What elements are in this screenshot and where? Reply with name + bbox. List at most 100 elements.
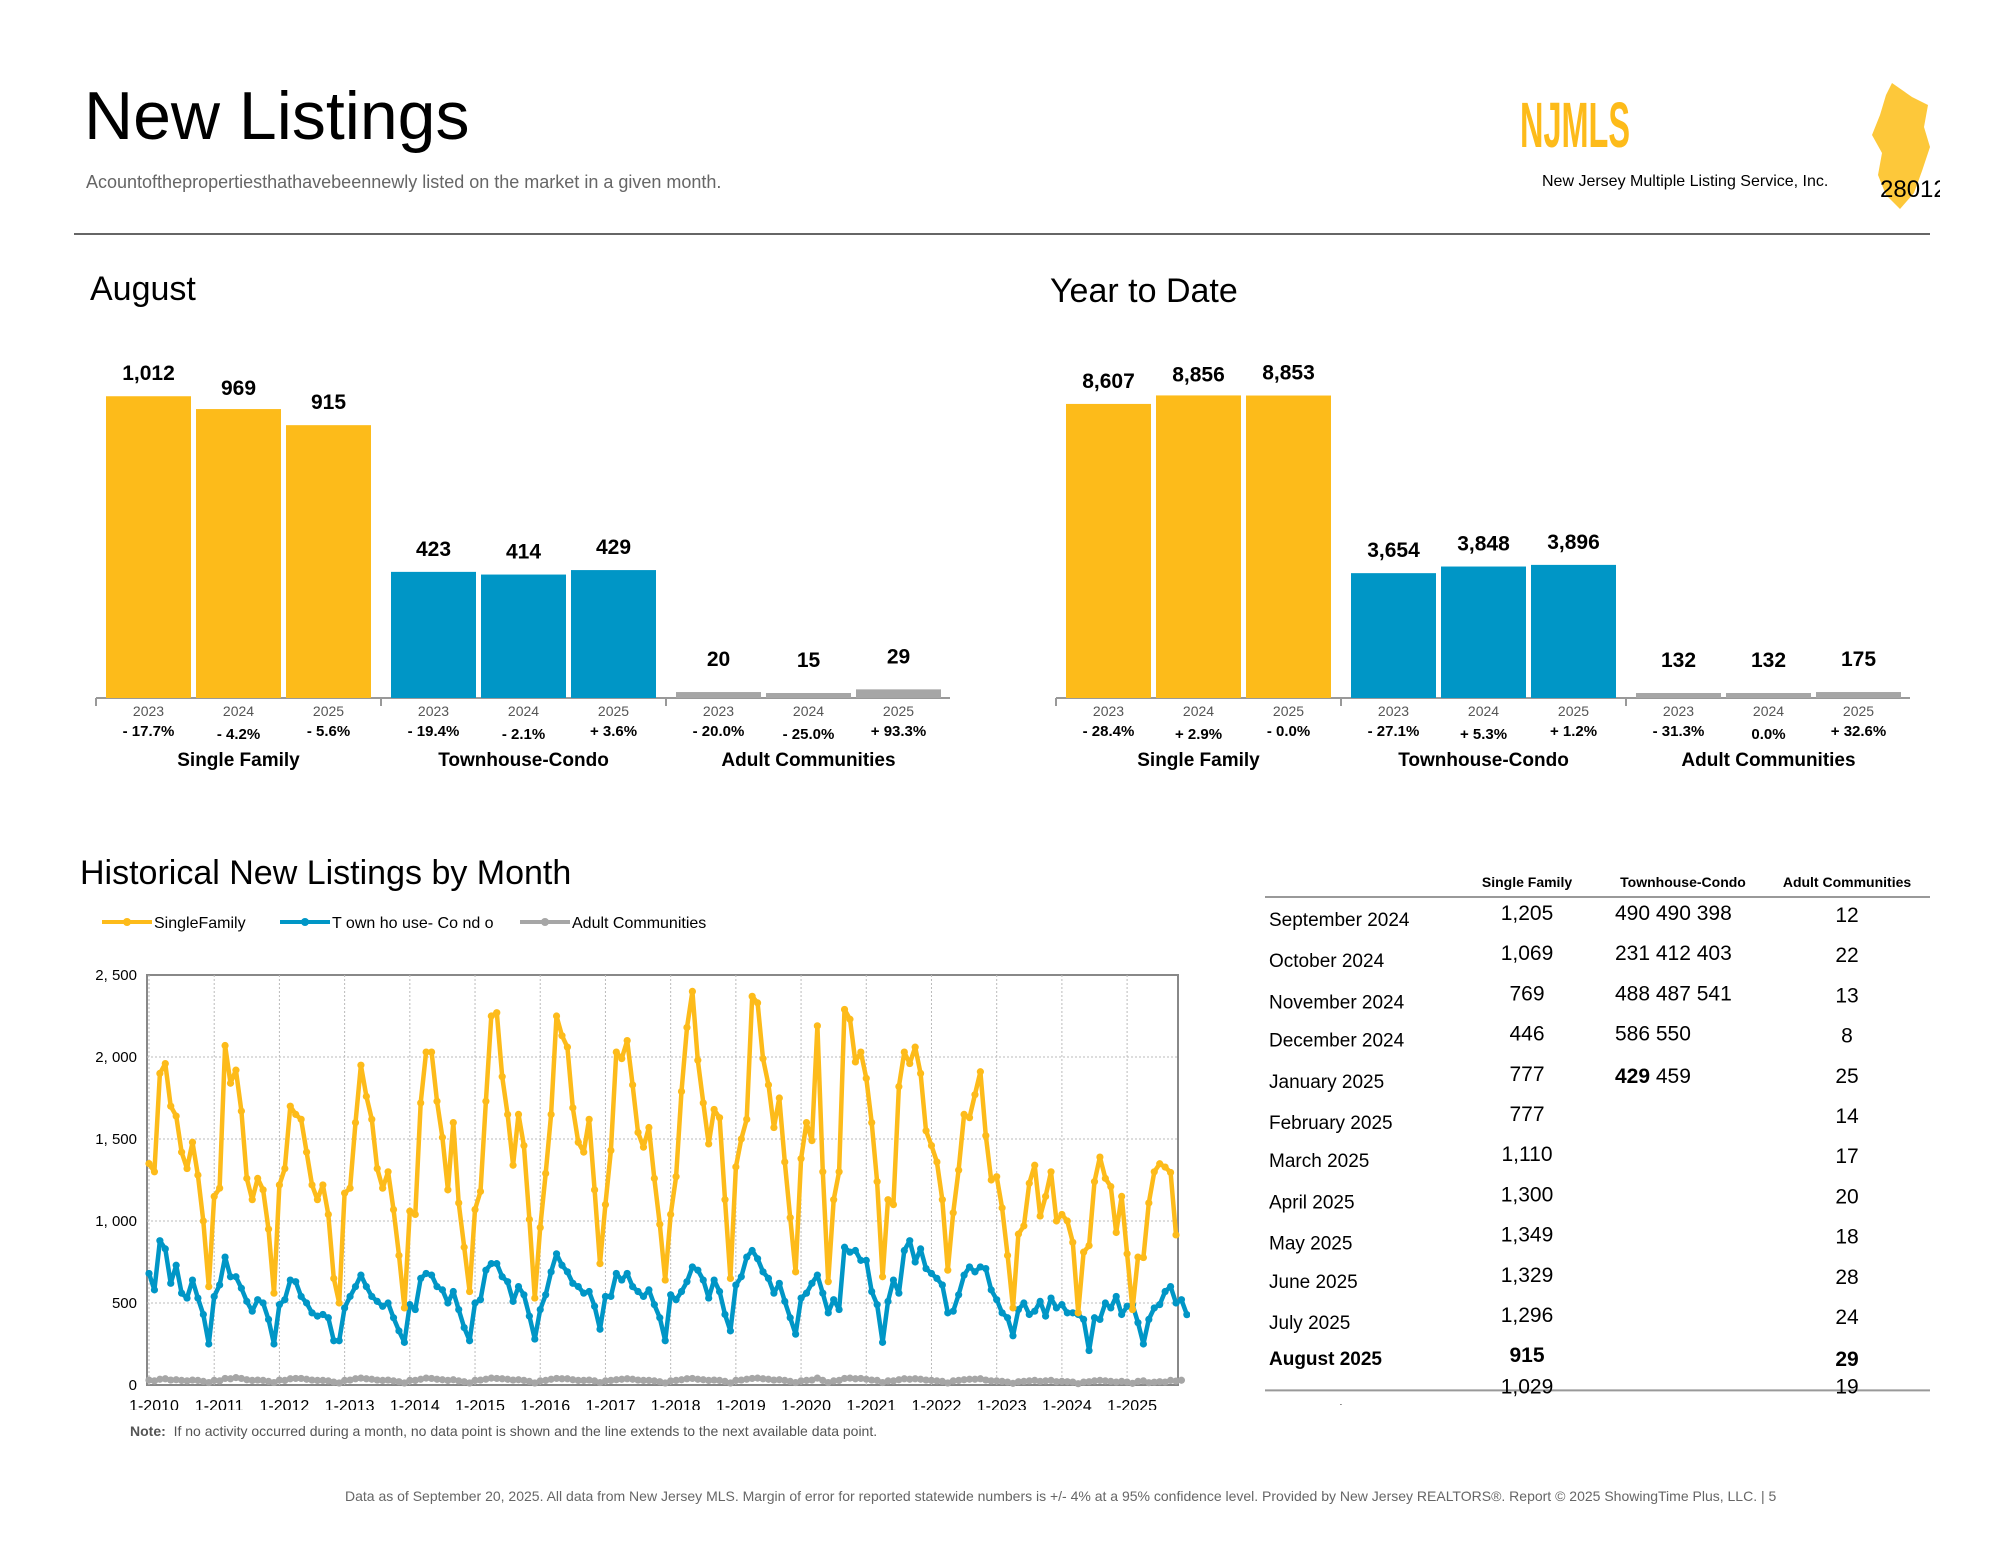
series-point <box>993 1296 1001 1304</box>
series-point <box>1096 1153 1104 1161</box>
series-point <box>993 1377 1001 1385</box>
august-bar <box>571 570 656 698</box>
series-point <box>819 1376 827 1385</box>
series-point <box>596 1260 604 1268</box>
series-point <box>585 1115 593 1123</box>
series-point <box>629 1283 637 1291</box>
series-point <box>694 1056 702 1064</box>
series-point <box>900 1246 908 1255</box>
series-point <box>976 1375 984 1383</box>
series-point <box>873 1178 881 1186</box>
series-point <box>873 1376 881 1385</box>
series-point <box>808 1137 816 1145</box>
series-point <box>346 1184 354 1192</box>
series-point <box>1090 1377 1099 1385</box>
series-point <box>884 1297 892 1305</box>
series-point <box>824 1378 832 1387</box>
series-point <box>373 1164 381 1173</box>
series-point <box>846 1374 854 1382</box>
series-point <box>878 1338 887 1346</box>
series-point <box>226 1079 235 1087</box>
series-point <box>993 1173 1001 1181</box>
series-point <box>400 1338 408 1346</box>
series-point <box>857 1048 865 1056</box>
series-point <box>379 1302 387 1310</box>
series-point <box>802 1289 811 1297</box>
series-point <box>210 1192 218 1200</box>
ytd-year-label: 2025 <box>1843 703 1874 719</box>
series-point <box>753 1255 762 1263</box>
ytd-change-label: - 31.3% <box>1653 723 1705 740</box>
series-point <box>330 1274 338 1282</box>
series-point <box>933 1158 941 1166</box>
series-point <box>688 1374 696 1383</box>
series-point <box>417 1274 425 1282</box>
x-tick-label: 1-2022 <box>912 1398 962 1410</box>
ytd-title: Year to Date <box>1050 272 1238 310</box>
header-divider <box>74 233 1930 235</box>
series-point <box>911 1258 919 1266</box>
note-label: Note: <box>130 1423 166 1439</box>
series-point <box>216 1377 224 1385</box>
series-point <box>949 1377 957 1385</box>
series-point <box>520 1376 528 1385</box>
series-point <box>737 1135 745 1143</box>
series-point <box>830 1377 838 1385</box>
series-point <box>178 1289 186 1297</box>
series-point <box>998 1204 1006 1212</box>
ytd-change-label: + 1.2% <box>1550 723 1597 740</box>
series-point <box>368 1115 376 1123</box>
series-point <box>384 1376 392 1384</box>
series-point <box>493 1009 501 1017</box>
series-point <box>270 1340 278 1348</box>
njmls-logo: NJMLS New Jersey Multiple Listing Servic… <box>1520 83 1940 209</box>
series-point <box>672 1296 680 1304</box>
series-point <box>1036 1377 1044 1385</box>
logo-tagline: New Jersey Multiple Listing Service, Inc… <box>1542 173 1828 190</box>
series-point <box>1090 1178 1099 1186</box>
series-point <box>753 999 762 1007</box>
series-point <box>1161 1163 1169 1171</box>
series-point <box>411 1305 419 1314</box>
series-point <box>1025 1179 1033 1187</box>
series-point <box>449 1287 457 1296</box>
series-point <box>1123 1378 1131 1386</box>
series-point <box>846 1015 854 1023</box>
series-point <box>1166 1376 1175 1385</box>
series-point <box>601 1292 610 1301</box>
series-point <box>683 1375 691 1383</box>
series-point <box>590 1186 599 1194</box>
series-point <box>422 1048 430 1056</box>
series-point <box>1150 1168 1158 1176</box>
august-change-label: + 93.3% <box>871 723 926 740</box>
series-point <box>922 1376 930 1384</box>
y-tick-label: 1, 500 <box>95 1131 137 1148</box>
series-point <box>911 1375 919 1383</box>
series-point <box>275 1376 284 1384</box>
table-month: May 2025 <box>1269 1234 1352 1255</box>
table-sf-value: 1,110 <box>1502 1143 1553 1166</box>
series-point <box>1069 1309 1077 1317</box>
series-point <box>786 1314 794 1322</box>
series-point <box>341 1304 349 1312</box>
series-point <box>1139 1377 1147 1385</box>
series-point <box>1128 1379 1137 1387</box>
x-tick-label: 1-2024 <box>1042 1398 1092 1410</box>
y-tick-label: 1, 000 <box>95 1213 137 1230</box>
series-point <box>683 1278 691 1286</box>
series-point <box>188 1376 197 1384</box>
series-point <box>1047 1294 1055 1302</box>
series-point <box>781 1376 789 1385</box>
august-value-label: 29 <box>887 645 910 668</box>
series-point <box>324 1210 332 1219</box>
series-point <box>618 1276 626 1284</box>
series-point <box>542 1291 550 1299</box>
ytd-bar <box>1066 403 1151 698</box>
series-point <box>509 1161 517 1169</box>
series-point <box>357 1271 365 1279</box>
series-point <box>971 1268 979 1276</box>
series-point <box>1101 1299 1109 1307</box>
series-point <box>547 1375 555 1383</box>
series-point <box>976 1068 984 1076</box>
note-text: If no activity occurred during a month, … <box>173 1423 878 1439</box>
